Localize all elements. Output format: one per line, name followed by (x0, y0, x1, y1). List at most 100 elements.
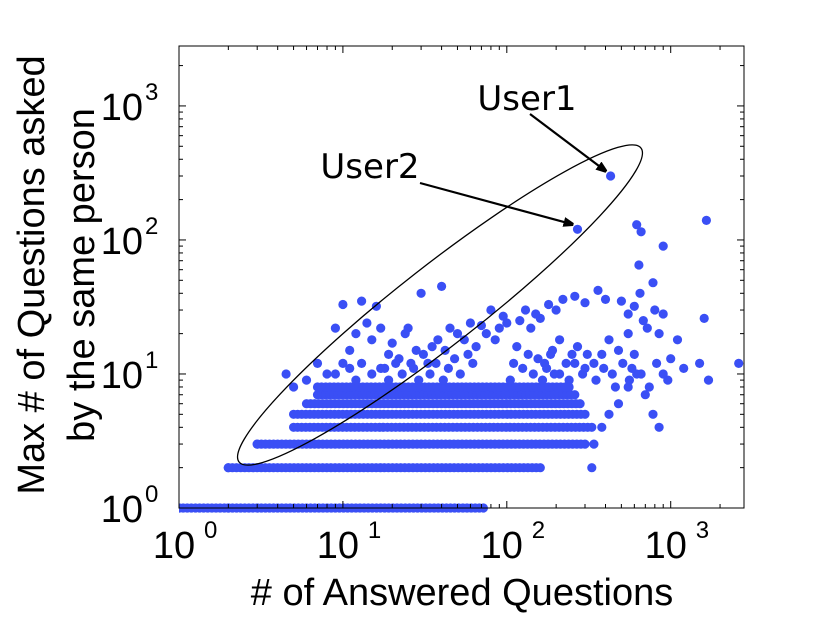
data-point (416, 288, 426, 298)
data-point (433, 335, 443, 345)
data-point (587, 463, 597, 473)
data-point (281, 369, 291, 379)
data-point (654, 329, 664, 339)
data-point (512, 342, 522, 352)
data-point (555, 335, 565, 345)
data-point (699, 313, 709, 323)
data-point (597, 422, 607, 432)
data-point (542, 363, 552, 373)
data-point (498, 311, 508, 321)
data-point (351, 329, 361, 339)
data-point (666, 354, 676, 364)
data-point (427, 342, 437, 352)
data-point (701, 215, 712, 225)
data-point (600, 294, 611, 304)
x-tick-label: 10 (317, 525, 359, 567)
data-point (587, 422, 597, 432)
data-point (362, 318, 372, 328)
data-point (357, 296, 367, 306)
data-point (431, 358, 441, 368)
data-point (391, 358, 401, 368)
data-point (351, 375, 361, 385)
data-point (371, 301, 381, 311)
y-tick-label: 10 (101, 221, 143, 263)
y-tick-label: 10 (101, 355, 143, 397)
data-point (357, 358, 367, 368)
data-point (438, 375, 448, 385)
data-point (650, 305, 660, 315)
data-point (463, 349, 473, 359)
data-point (523, 349, 533, 359)
data-point (520, 305, 531, 315)
data-point (564, 375, 574, 385)
data-point (623, 309, 633, 319)
data-point (644, 382, 654, 392)
data-point (558, 294, 568, 304)
data-point (546, 349, 556, 359)
data-point (455, 369, 465, 379)
data-point (515, 316, 525, 326)
data-point (658, 241, 668, 251)
data-point (301, 375, 312, 385)
data-point (635, 288, 645, 298)
data-point (414, 375, 424, 385)
data-point (695, 358, 705, 368)
data-point (367, 335, 377, 345)
annotation-label-user1: User1 (477, 79, 576, 119)
data-point (544, 299, 554, 310)
data-point (518, 363, 528, 373)
plot-group (179, 171, 744, 513)
data-point (636, 369, 646, 379)
data-point (567, 349, 577, 359)
data-point (452, 329, 463, 339)
data-point (508, 358, 519, 368)
data-point (252, 439, 262, 449)
data-point (468, 358, 478, 368)
data-point (502, 318, 512, 328)
data-point (526, 323, 536, 333)
y-tick-label-exponent: 0 (145, 481, 158, 508)
data-point (648, 409, 658, 419)
data-point (679, 363, 689, 373)
data-point (376, 323, 386, 333)
data-point (570, 358, 580, 368)
data-point (613, 345, 624, 355)
y-axis-label-line2: by the same person (61, 108, 103, 442)
data-point (551, 305, 561, 315)
data-point (623, 329, 633, 339)
data-point (450, 354, 460, 364)
x-axis-label: # of Answered Questions (251, 572, 673, 614)
data-point (338, 358, 348, 368)
y-axis-label-line1: Max # of Questions asked (11, 55, 53, 494)
data-point (580, 409, 590, 419)
data-point (549, 369, 559, 379)
data-point (564, 382, 574, 392)
data-point (384, 349, 394, 359)
highlight-ellipse-group (236, 144, 644, 466)
data-point (570, 291, 580, 301)
data-point (589, 439, 599, 449)
data-point (580, 439, 590, 449)
data-point (734, 358, 744, 368)
y-tick-label-exponent: 3 (145, 79, 158, 106)
data-point (658, 309, 668, 319)
data-point (223, 463, 233, 473)
data-point (459, 335, 469, 345)
data-point (642, 323, 652, 333)
data-point (580, 298, 590, 308)
x-tick-label-exponent: 2 (532, 517, 545, 544)
data-point (486, 305, 496, 315)
x-tick-label-exponent: 3 (696, 517, 709, 544)
x-tick-label: 10 (153, 525, 195, 567)
data-point (634, 260, 644, 270)
ticks-group: 10 0 10 1 10 2 10 310 010 110 210 3 (101, 46, 744, 567)
data-point (561, 358, 571, 368)
data-point (322, 369, 332, 379)
data-point (437, 281, 447, 291)
data-point (481, 329, 491, 339)
highlight-ellipse (236, 144, 644, 466)
data-point (572, 342, 583, 352)
data-point (330, 369, 340, 379)
data-point (384, 375, 394, 385)
data-point (582, 349, 592, 359)
